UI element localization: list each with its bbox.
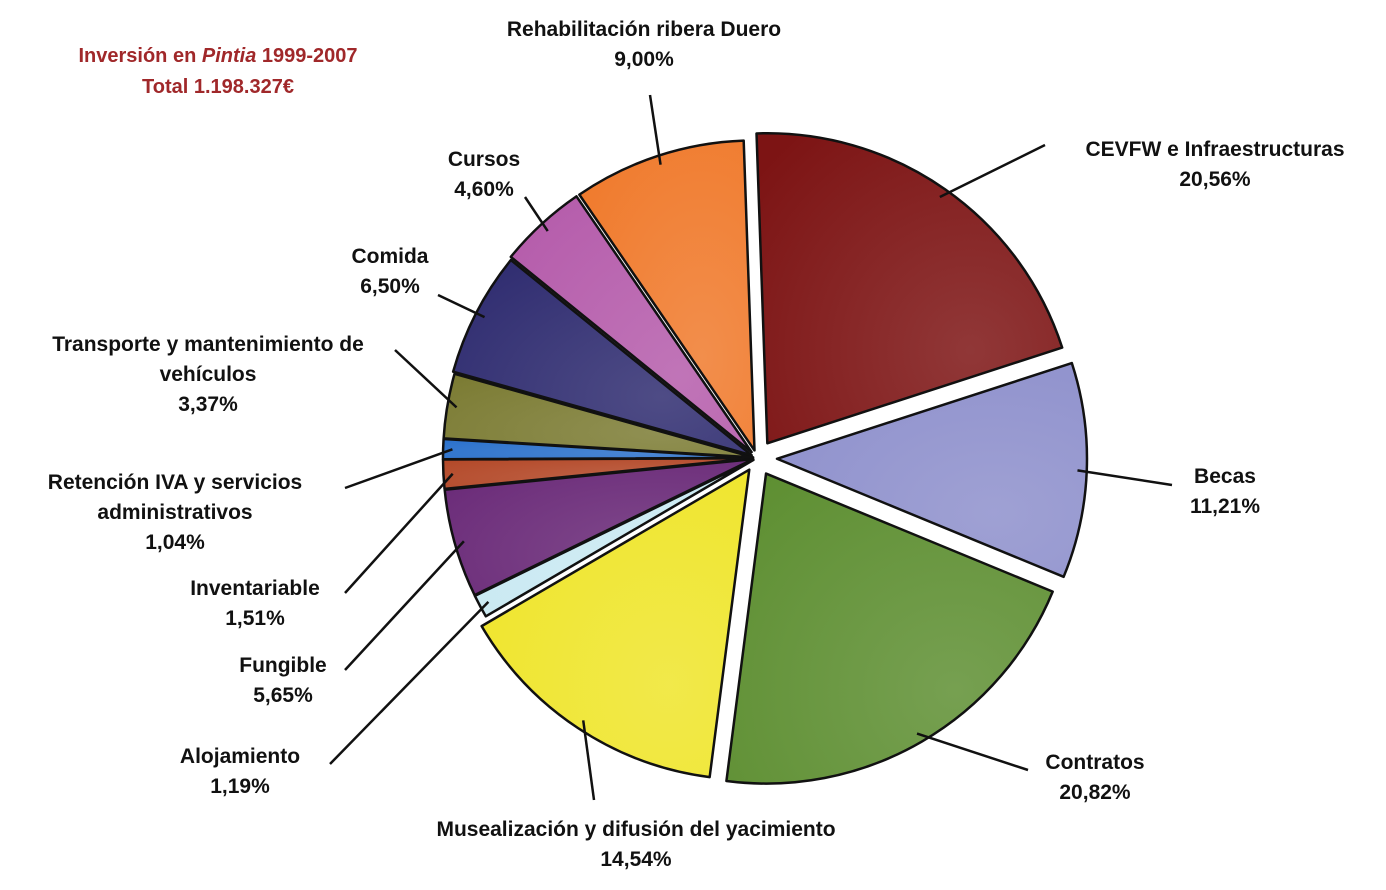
slice-label: Becas 11,21% (1125, 462, 1325, 522)
slice-label: Cursos 4,60% (404, 145, 564, 205)
pie-slice (725, 472, 1054, 785)
slice-label: Contratos 20,82% (995, 748, 1195, 808)
value-label: 20,56% (1179, 168, 1251, 191)
leader-line (523, 196, 549, 232)
value-label: 5,65% (253, 684, 313, 707)
slice-label: Inventariable 1,51% (155, 574, 355, 634)
leader-line (329, 600, 490, 765)
leader-line (437, 293, 486, 319)
value-label: 1,04% (145, 531, 205, 554)
slice-label: Transporte y mantenimiento de vehículos 3… (18, 330, 398, 420)
category-label: Alojamiento (179, 745, 301, 768)
leader-line (344, 540, 465, 671)
leader-line (344, 448, 453, 490)
slice-label: Comida 6,50% (300, 242, 480, 302)
category-label: Becas (1194, 465, 1256, 488)
leader-line (939, 143, 1046, 199)
value-label: 3,37% (178, 393, 238, 416)
category-label: Rehabilitación ribera Duero (506, 18, 782, 41)
leader-line (581, 720, 596, 801)
category-label: Fungible (239, 654, 327, 677)
slice-label: Musealización y difusión del yacimiento 1… (436, 815, 836, 875)
pie-slice (509, 195, 753, 454)
category-label: Cursos (447, 148, 521, 171)
value-label: 1,19% (210, 775, 270, 798)
leader-line (394, 349, 458, 409)
chart-title: Inversión en Pintia 1999-2007 (78, 41, 357, 72)
value-label: 1,51% (225, 607, 285, 630)
leader-line (648, 94, 662, 165)
slice-label: Fungible 5,65% (203, 651, 363, 711)
value-label: 14,54% (600, 848, 672, 871)
pie-slice (442, 372, 755, 459)
value-label: 11,21% (1189, 495, 1261, 518)
value-label: 9,00% (614, 48, 674, 71)
category-label: Musealización y difusión del yacimiento (436, 818, 836, 841)
value-label: 4,60% (454, 178, 514, 201)
category-label: Transporte y mantenimiento de vehículos (52, 333, 364, 386)
leader-line (916, 732, 1029, 772)
category-label: Contratos (1045, 751, 1145, 774)
pie-slice (578, 139, 756, 452)
pie-slice (480, 468, 751, 779)
title-block: Inversión en Pintia 1999-2007 Total 1.19… (78, 41, 357, 103)
title-part: Inversión en (78, 45, 202, 67)
slice-label: Alojamiento 1,19% (140, 742, 340, 802)
value-label: 20,82% (1059, 781, 1131, 804)
value-label: 6,50% (360, 275, 420, 298)
category-label: Comida (351, 245, 429, 268)
title-part: 1999-2007 (256, 45, 358, 67)
slice-label: CEVFW e Infraestructuras 20,56% (1035, 135, 1386, 195)
title-part: Pintia (201, 45, 257, 67)
slice-label: Rehabilitación ribera Duero 9,00% (434, 15, 854, 75)
category-label: Retención IVA y servicios administrativo… (47, 471, 303, 524)
category-label: CEVFW e Infraestructuras (1085, 138, 1345, 161)
pie-slice (755, 132, 1064, 445)
leader-line (344, 472, 454, 594)
slice-label: Retención IVA y servicios administrativo… (0, 468, 355, 558)
chart-subtitle: Total 1.198.327€ (142, 76, 294, 98)
leader-line (1077, 469, 1173, 487)
category-label: Inventariable (190, 577, 320, 600)
